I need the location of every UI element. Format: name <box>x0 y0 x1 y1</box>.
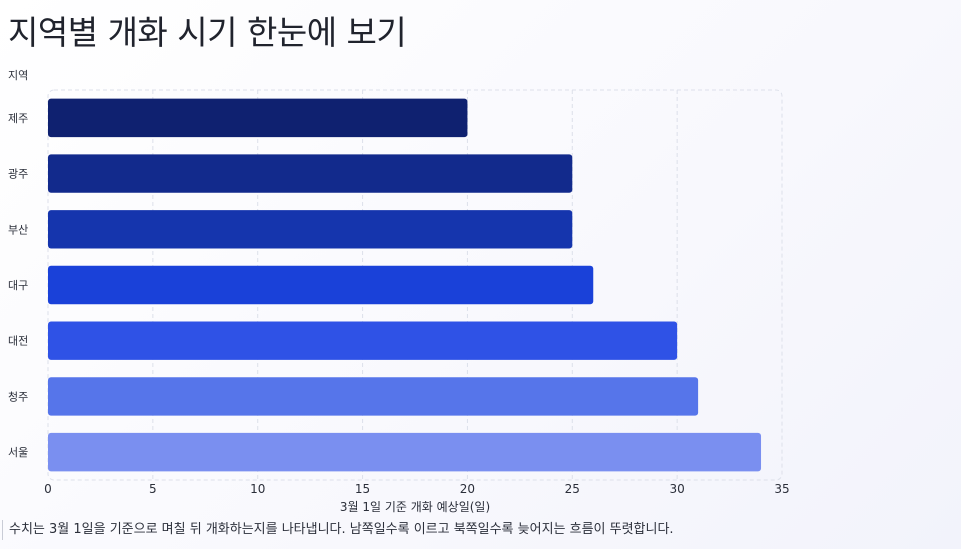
y-tick-label: 서울 <box>8 446 28 459</box>
y-tick-label: 제주 <box>8 112 28 125</box>
x-tick-label: 0 <box>44 482 52 496</box>
bar-광주 <box>48 154 573 193</box>
x-tick-label: 5 <box>149 482 157 496</box>
bar-제주 <box>48 98 468 138</box>
chart-caption: 수치는 3월 1일을 기준으로 며칠 뒤 개화하는지를 나타냅니다. 남쪽일수록… <box>2 520 674 540</box>
page-title: 지역별 개화 시기 한눈에 보기 <box>8 13 407 52</box>
x-tick-label: 15 <box>355 482 370 496</box>
y-tick-label: 청주 <box>8 390 28 403</box>
x-tick-label: 35 <box>774 482 789 496</box>
x-axis-label: 3월 1일 기준 개화 예상일(일) <box>340 500 490 514</box>
x-tick-labels: 0 5 10 15 20 25 30 35 <box>44 482 789 496</box>
bar-청주 <box>48 377 699 416</box>
x-tick-label: 25 <box>565 482 580 496</box>
x-tick-label: 10 <box>250 482 265 496</box>
y-tick-label: 부산 <box>8 223 28 236</box>
y-axis-label: 지역 <box>8 69 28 82</box>
y-tick-label: 대구 <box>8 279 28 292</box>
y-tick-label: 대전 <box>8 335 28 348</box>
x-tick-label: 20 <box>460 482 475 496</box>
x-tick-label: 30 <box>670 482 685 496</box>
bar-대전 <box>48 321 678 360</box>
bar-서울 <box>48 432 762 472</box>
bars <box>48 98 762 472</box>
y-tick-label: 광주 <box>8 168 28 181</box>
bar-대구 <box>48 265 594 305</box>
bar-부산 <box>48 210 573 249</box>
